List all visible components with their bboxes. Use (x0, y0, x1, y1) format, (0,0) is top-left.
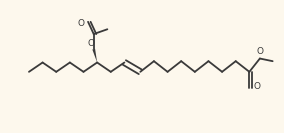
Polygon shape (92, 49, 97, 63)
Text: O: O (88, 39, 95, 48)
Text: O: O (256, 47, 263, 56)
Text: O: O (254, 82, 261, 91)
Text: O: O (78, 19, 85, 28)
